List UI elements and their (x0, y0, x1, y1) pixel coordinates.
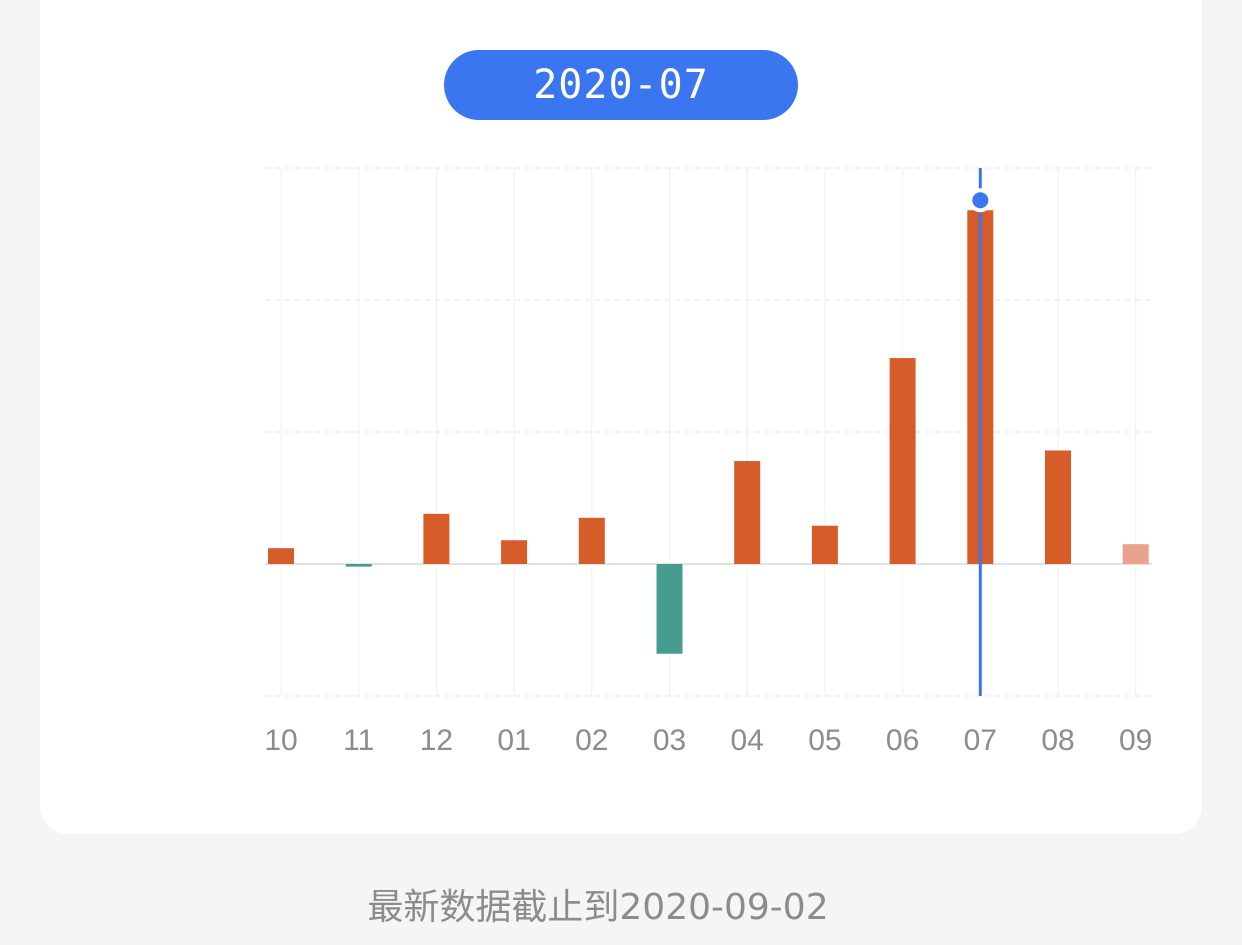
bar-12[interactable] (423, 513, 450, 564)
bar-02[interactable] (578, 517, 605, 564)
x-tick-label: 02 (575, 724, 608, 757)
x-tick-label: 12 (420, 724, 453, 757)
x-tick-label: 04 (731, 724, 764, 757)
selected-point-marker[interactable] (972, 192, 989, 209)
data-cutoff-note: 最新数据截止到2020-09-02 (367, 887, 829, 928)
x-tick-label: 10 (264, 724, 297, 757)
x-tick-label: 09 (1119, 724, 1152, 757)
grid-layer (265, 167, 1152, 697)
bar-01[interactable] (501, 540, 528, 564)
bar-04[interactable] (734, 461, 761, 564)
bar-09[interactable] (1122, 544, 1149, 564)
bar-03[interactable] (656, 564, 683, 654)
x-tick-label: 01 (497, 724, 530, 757)
x-tick-label: 07 (964, 724, 997, 757)
bar-06[interactable] (889, 358, 916, 564)
bar-08[interactable] (1045, 450, 1071, 564)
chart-card (40, 0, 1202, 834)
selected-month-pill[interactable]: 2020-07 (444, 50, 798, 120)
highlight-layer (968, 168, 993, 696)
bar-05[interactable] (811, 525, 838, 564)
x-tick-label: 03 (653, 724, 686, 757)
x-tick-label: 05 (808, 724, 841, 757)
x-tick-label: 08 (1041, 724, 1074, 757)
x-tick-label: 06 (886, 724, 919, 757)
x-tick-labels: 10 11 12 01 02 03 04 05 06 07 08 09 (264, 724, 1152, 757)
bar-11[interactable] (345, 564, 372, 567)
x-tick-label: 11 (343, 724, 374, 757)
bar-10[interactable] (268, 548, 294, 564)
bar-chart: 10 11 12 01 02 03 04 05 06 07 08 09 (264, 167, 1152, 757)
